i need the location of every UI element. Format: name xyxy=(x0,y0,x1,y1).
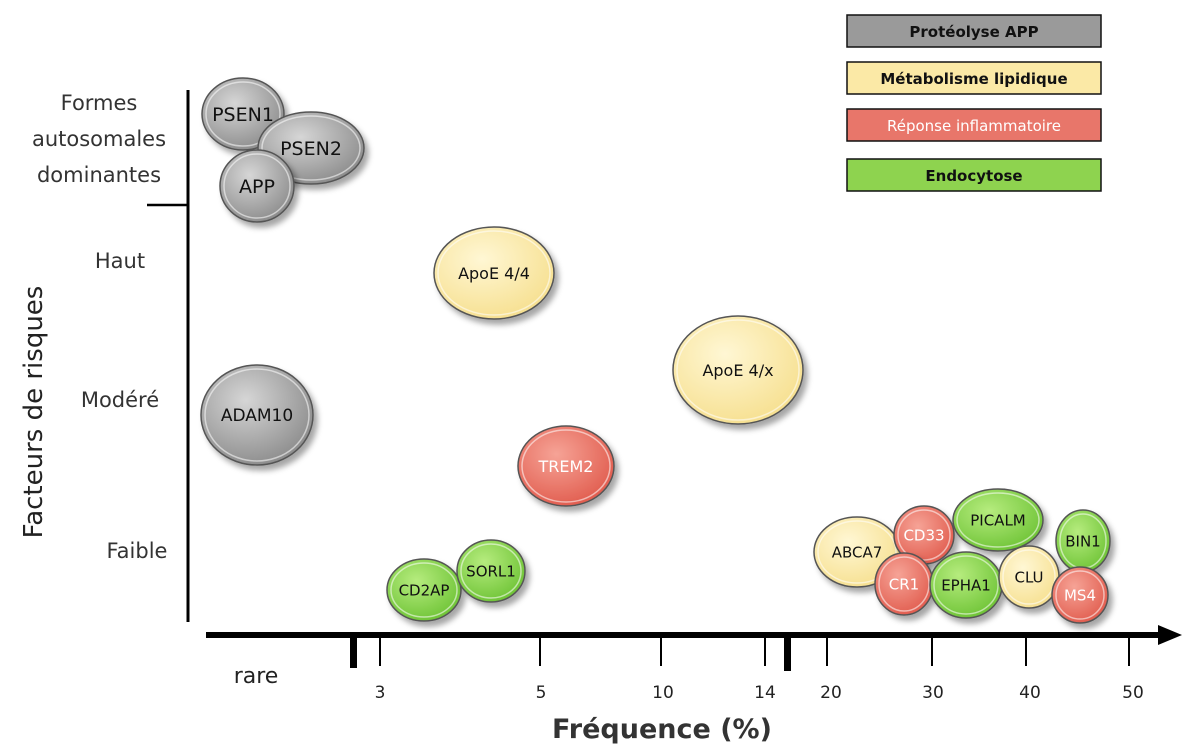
y-label-haut: Haut xyxy=(95,249,145,273)
bubble-shape xyxy=(1051,566,1109,624)
legend-item-proteolyse: Protéolyse APP xyxy=(846,14,1102,48)
x-ticks xyxy=(350,638,1130,671)
x-tick-label: rare xyxy=(234,664,279,689)
legend-label: Endocytose xyxy=(925,167,1022,185)
bubble-label: CR1 xyxy=(889,575,919,593)
bubble-rim xyxy=(223,153,291,219)
legend-item-endocytose: Endocytose xyxy=(846,158,1102,192)
bubble-label: APP xyxy=(239,176,275,198)
bubble-picalm: PICALM xyxy=(952,488,1044,552)
bubble-trem2: TREM2 xyxy=(517,425,615,507)
bubble-app: APP xyxy=(219,149,295,223)
bubble-rim xyxy=(956,492,1040,548)
x-tick-label: 20 xyxy=(820,683,842,703)
bubble-cr1: CR1 xyxy=(874,552,934,616)
legend-item-lipidique: Métabolisme lipidique xyxy=(846,61,1102,95)
bubble-adam10: ADAM10 xyxy=(200,364,314,466)
bubble-label: BIN1 xyxy=(1065,532,1100,550)
bubble-shape xyxy=(386,558,462,622)
x-axis-title: Fréquence (%) xyxy=(552,714,772,745)
x-tick-label: 14 xyxy=(754,683,776,703)
bubble-label: PICALM xyxy=(970,511,1026,529)
bubble-label: CD33 xyxy=(903,526,944,544)
bubble-sorl1: SORL1 xyxy=(456,539,526,603)
bubble-shape xyxy=(200,364,314,466)
bubble-shape xyxy=(456,539,526,603)
y-label-faible: Faible xyxy=(107,539,168,563)
bubble-rim xyxy=(897,509,951,561)
x-axis-arrowhead xyxy=(1158,625,1182,645)
x-tick-label: 5 xyxy=(536,683,547,703)
legend-label: Métabolisme lipidique xyxy=(880,70,1067,88)
bubble-label: ADAM10 xyxy=(221,406,293,426)
bubble-rim xyxy=(676,319,800,421)
bubble-label: TREM2 xyxy=(538,457,594,476)
bubble-rim xyxy=(460,543,522,599)
bubble-rim xyxy=(933,555,999,615)
bubble-bin1: BIN1 xyxy=(1055,509,1111,573)
y-label-modere: Modéré xyxy=(81,388,159,412)
x-tick-label: 40 xyxy=(1019,683,1041,703)
bubble-rim xyxy=(390,562,458,618)
bubble-shape xyxy=(517,425,615,507)
legend-label: Protéolyse APP xyxy=(909,23,1038,41)
bubble-rim xyxy=(521,429,611,503)
bubble-label: CD2AP xyxy=(399,581,450,599)
legend: Protéolyse APP Métabolisme lipidique Rép… xyxy=(846,14,1102,192)
bubble-epha1: EPHA1 xyxy=(929,551,1003,619)
legend-label: Réponse inflammatoire xyxy=(887,117,1061,135)
x-tick-label: 50 xyxy=(1122,683,1144,703)
axis-break-mark-1 xyxy=(350,638,357,668)
bubble-rim xyxy=(1055,570,1105,620)
bubble-label: EPHA1 xyxy=(941,576,991,594)
y-label-autosomal-line-1: Formes xyxy=(61,91,138,115)
bubble-label: CLU xyxy=(1014,568,1043,586)
bubble-shape xyxy=(433,226,555,320)
bubble-rim xyxy=(878,556,930,612)
y-axis-title: Facteurs de risques xyxy=(19,286,49,539)
bubble-shape xyxy=(672,315,804,425)
y-label-autosomal-line-2: autosomales xyxy=(32,127,166,151)
x-tick-label: 10 xyxy=(652,683,674,703)
x-tick-label: 3 xyxy=(375,683,386,703)
bubble-apoe-4-x: ApoE 4/x xyxy=(672,315,804,425)
bubble-rim xyxy=(1002,549,1056,605)
x-tick-label: 30 xyxy=(922,683,944,703)
bubble-cd2ap: CD2AP xyxy=(386,558,462,622)
bubble-label: ApoE 4/x xyxy=(702,361,773,380)
y-label-autosomal-line-3: dominantes xyxy=(37,163,161,187)
bubble-apoe-4-4: ApoE 4/4 xyxy=(433,226,555,320)
legend-item-inflammatoire: Réponse inflammatoire xyxy=(846,108,1102,142)
bubble-label: ABCA7 xyxy=(832,543,883,561)
bubble-clu: CLU xyxy=(998,545,1060,609)
bubble-label: SORL1 xyxy=(466,562,516,580)
bubble-rim xyxy=(261,115,361,181)
x-tick-labels: rare 3 5 10 14 20 30 40 50 xyxy=(234,664,1144,703)
y-axis xyxy=(147,90,190,622)
bubble-label: PSEN1 xyxy=(212,104,274,126)
bubble-rim xyxy=(204,368,310,462)
y-category-labels: Formes autosomales dominantes Haut Modér… xyxy=(32,91,168,563)
bubble-rim xyxy=(817,520,897,584)
bubble-label: PSEN2 xyxy=(280,138,342,160)
bubble-cd33: CD33 xyxy=(893,505,955,565)
bubble-rim xyxy=(437,230,551,316)
bubble-shape xyxy=(219,149,295,223)
bubble-label: MS4 xyxy=(1064,586,1096,604)
axis-break-mark-2 xyxy=(784,638,791,671)
bubble-label: ApoE 4/4 xyxy=(458,264,530,283)
bubble-rim xyxy=(205,81,281,147)
x-axis xyxy=(206,625,1182,645)
bubble-ms4: MS4 xyxy=(1051,566,1109,624)
bubble-shape xyxy=(952,488,1044,552)
